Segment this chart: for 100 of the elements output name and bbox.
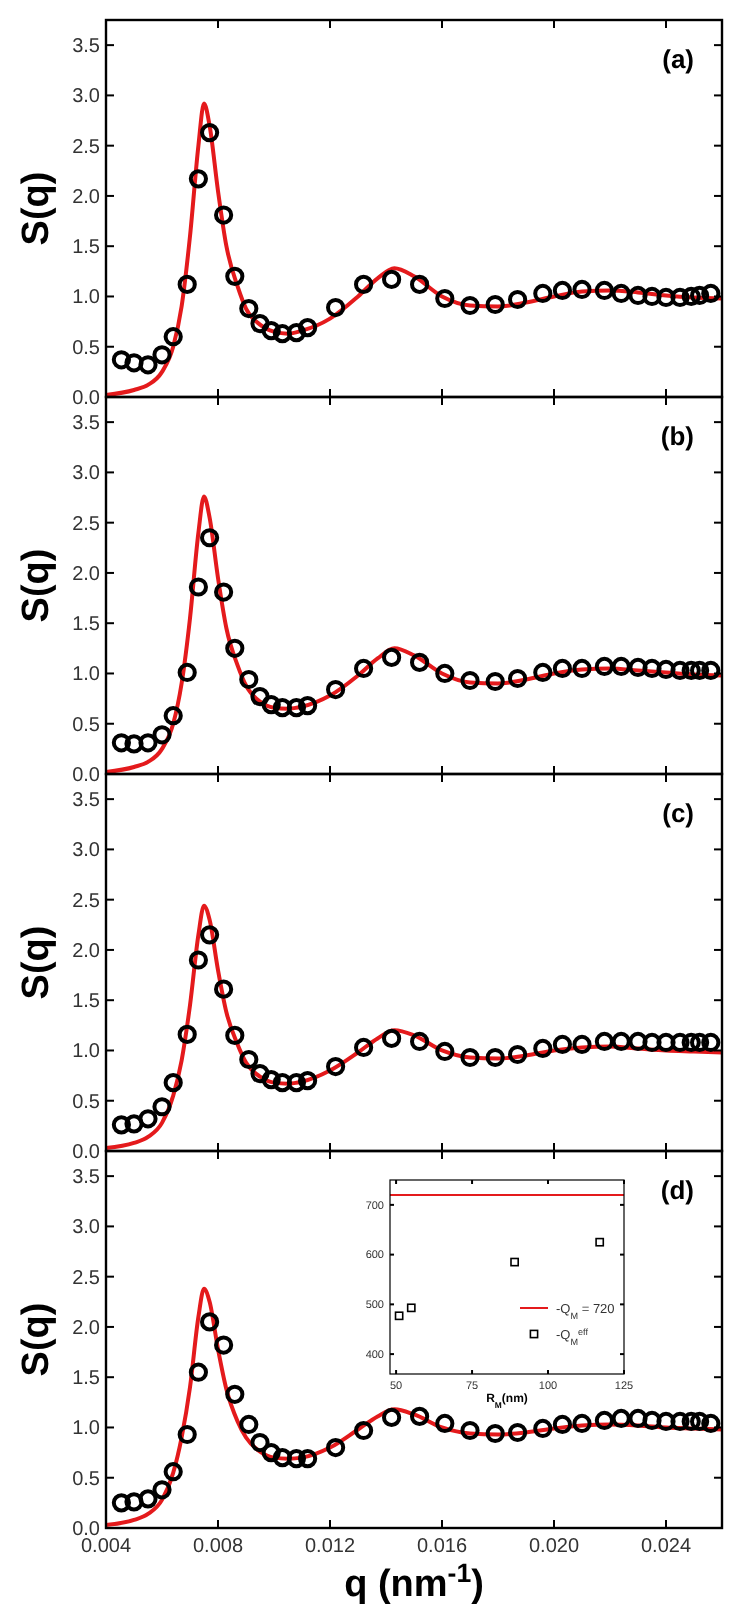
point bbox=[642, 1410, 662, 1431]
y-tick-label: 0.5 bbox=[72, 337, 101, 360]
point bbox=[354, 1037, 374, 1058]
point bbox=[435, 663, 455, 684]
point bbox=[628, 1031, 648, 1052]
point bbox=[214, 979, 234, 999]
point bbox=[460, 1047, 480, 1068]
point bbox=[111, 350, 131, 370]
point bbox=[250, 314, 270, 334]
point bbox=[611, 1031, 631, 1052]
point bbox=[214, 582, 234, 602]
point bbox=[508, 289, 528, 310]
point bbox=[382, 1028, 402, 1048]
point bbox=[628, 1408, 648, 1429]
point bbox=[261, 321, 281, 341]
point bbox=[701, 660, 721, 681]
point bbox=[177, 1424, 197, 1445]
x-axis-title: q (nm$^{-1}$) bbox=[344, 1557, 484, 1606]
y-tick-label: 2.5 bbox=[72, 513, 101, 536]
point bbox=[239, 298, 259, 319]
point bbox=[701, 1413, 721, 1434]
point bbox=[681, 660, 701, 681]
point bbox=[354, 658, 374, 679]
point bbox=[510, 1257, 519, 1267]
y-tick-label: 1.0 bbox=[72, 287, 101, 310]
y-tick-label: 3.5 bbox=[72, 1167, 101, 1190]
point bbox=[188, 950, 208, 970]
y-tick-label: 1.5 bbox=[72, 614, 101, 637]
y-tick-label: 3.5 bbox=[72, 413, 101, 436]
point bbox=[382, 269, 402, 289]
point bbox=[298, 1449, 318, 1469]
point bbox=[261, 1443, 281, 1463]
point bbox=[410, 652, 430, 673]
point bbox=[286, 698, 306, 718]
x-tick-label: 0.020 bbox=[528, 1536, 580, 1558]
point bbox=[239, 669, 259, 690]
annotation: (c) bbox=[662, 798, 694, 828]
point bbox=[594, 1031, 614, 1052]
point bbox=[272, 1073, 292, 1093]
point bbox=[239, 1414, 259, 1435]
line-series bbox=[104, 101, 724, 397]
point bbox=[250, 1063, 270, 1084]
point bbox=[410, 1406, 430, 1427]
y-tick-label: 3.0 bbox=[72, 1217, 101, 1240]
point bbox=[435, 1413, 455, 1434]
point bbox=[188, 577, 208, 597]
point bbox=[628, 285, 648, 306]
point bbox=[642, 658, 662, 679]
point bbox=[410, 274, 430, 294]
point bbox=[508, 668, 528, 689]
point bbox=[681, 1032, 701, 1053]
point bbox=[656, 659, 676, 680]
point bbox=[533, 283, 553, 304]
point bbox=[656, 287, 676, 308]
x-tick-label: 0.008 bbox=[192, 1536, 244, 1558]
point bbox=[177, 1024, 197, 1044]
point bbox=[239, 1049, 259, 1070]
point bbox=[701, 1032, 721, 1053]
y-tick-label: 0.0 bbox=[72, 1519, 101, 1541]
y-tick-label: 1.0 bbox=[72, 1041, 101, 1064]
point bbox=[435, 1041, 455, 1062]
point bbox=[200, 123, 220, 143]
point bbox=[594, 1410, 614, 1431]
point bbox=[594, 280, 614, 301]
y-tick-label: 3.5 bbox=[72, 790, 101, 813]
point bbox=[163, 1462, 183, 1482]
point bbox=[552, 1414, 572, 1435]
point bbox=[681, 1411, 701, 1432]
y-tick-label: 1.5 bbox=[72, 991, 101, 1014]
point bbox=[485, 294, 505, 315]
point bbox=[595, 1237, 605, 1247]
point bbox=[272, 1448, 292, 1468]
point bbox=[572, 279, 592, 300]
point bbox=[670, 1032, 690, 1053]
y-tick-label: 3.0 bbox=[72, 86, 101, 109]
point bbox=[354, 1420, 374, 1441]
point bbox=[690, 660, 710, 681]
point bbox=[656, 1032, 676, 1053]
y-tick-label: 1.5 bbox=[72, 1368, 101, 1391]
point bbox=[533, 1418, 553, 1439]
point bbox=[261, 695, 281, 715]
point bbox=[552, 1034, 572, 1055]
point bbox=[124, 1114, 144, 1134]
line-series bbox=[104, 494, 724, 774]
point bbox=[200, 1312, 220, 1332]
point bbox=[111, 733, 131, 753]
x-tick-label: 0.024 bbox=[640, 1536, 692, 1558]
point bbox=[670, 287, 690, 308]
point bbox=[177, 662, 197, 683]
point bbox=[611, 1408, 631, 1429]
point bbox=[225, 1025, 245, 1045]
point bbox=[572, 1413, 592, 1434]
y-tick-label: 2.5 bbox=[72, 136, 101, 159]
point bbox=[138, 1489, 158, 1509]
point bbox=[485, 1423, 505, 1444]
point bbox=[286, 323, 306, 343]
point bbox=[460, 1420, 480, 1441]
point bbox=[485, 671, 505, 692]
point bbox=[701, 283, 721, 304]
y-axis-title: S(q) bbox=[16, 171, 58, 246]
